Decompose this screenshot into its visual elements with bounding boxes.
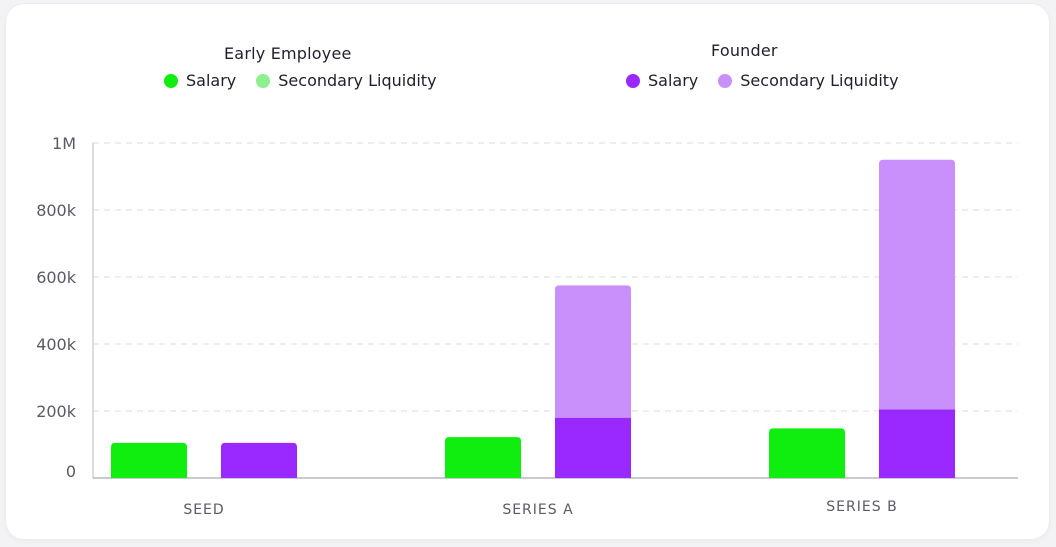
x-tick-label: SERIES B (826, 499, 897, 515)
legend-item-early-salary[interactable]: Salary (164, 71, 236, 90)
y-tick-label: 0 (66, 462, 76, 481)
y-tick-label: 400k (36, 335, 77, 354)
bar-founder-salary (221, 442, 297, 478)
legend-title-early-employee: Early Employee (224, 44, 352, 63)
legend-title-founder: Founder (711, 41, 778, 60)
bar-founder-secondary-liquidity (879, 159, 955, 410)
legend-item-founder-salary[interactable]: Salary (626, 71, 698, 90)
bar-early-employee-salary (769, 428, 845, 478)
legend-swatch-icon (626, 73, 640, 88)
bar-founder-salary (879, 409, 955, 478)
legend-label: Secondary Liquidity (278, 71, 437, 90)
x-tick-label: SERIES A (502, 502, 573, 518)
legend-label: Salary (648, 71, 699, 90)
legend-founder: Founder Salary Secondary Liquidity (626, 41, 919, 90)
legend-early-employee: Early Employee Salary Secondary Liquidit… (164, 44, 457, 90)
x-tick-label: SEED (183, 502, 224, 518)
y-tick-label: 600k (36, 268, 77, 287)
y-tick-label: 1M (52, 134, 76, 153)
legend-label: Secondary Liquidity (740, 71, 899, 90)
legend-swatch-icon (718, 73, 733, 88)
y-tick-label: 800k (36, 201, 77, 220)
legend-swatch-icon (164, 73, 178, 88)
legend-item-founder-secondary[interactable]: Secondary Liquidity (718, 71, 899, 90)
bar-founder-secondary-liquidity (555, 285, 631, 418)
legend-label: Salary (186, 71, 237, 90)
legend-swatch-icon (256, 73, 271, 88)
y-tick-label: 200k (36, 402, 77, 421)
legend-item-early-secondary[interactable]: Secondary Liquidity (256, 71, 437, 90)
bar-early-employee-salary (111, 442, 187, 478)
bar-founder-salary (555, 417, 631, 478)
bar-early-employee-salary (445, 437, 521, 478)
